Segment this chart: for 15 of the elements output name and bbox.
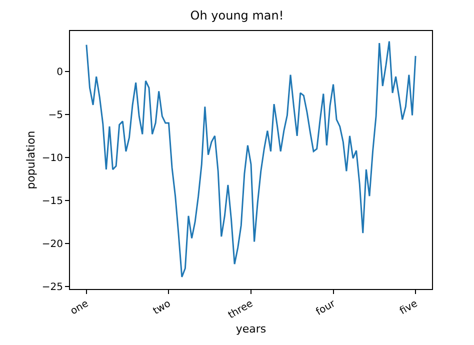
x-tick-label: four — [314, 298, 338, 318]
x-tick-label: five — [398, 298, 420, 318]
y-tick-label: −10 — [42, 152, 63, 164]
x-tick-label: one — [68, 298, 90, 318]
chart-title: Oh young man! — [190, 8, 284, 23]
x-tick-label: two — [151, 298, 173, 318]
y-tick-label: −5 — [48, 110, 63, 121]
x-axis-title: years — [236, 322, 266, 336]
y-tick-label: −20 — [42, 238, 63, 250]
y-tick-label: −25 — [42, 282, 63, 293]
y-tick-label: 0 — [56, 66, 63, 78]
y-tick-label: −15 — [42, 196, 63, 207]
x-tick-label: three — [226, 298, 255, 322]
y-axis-title: population — [24, 130, 38, 190]
line-series — [86, 40, 416, 278]
